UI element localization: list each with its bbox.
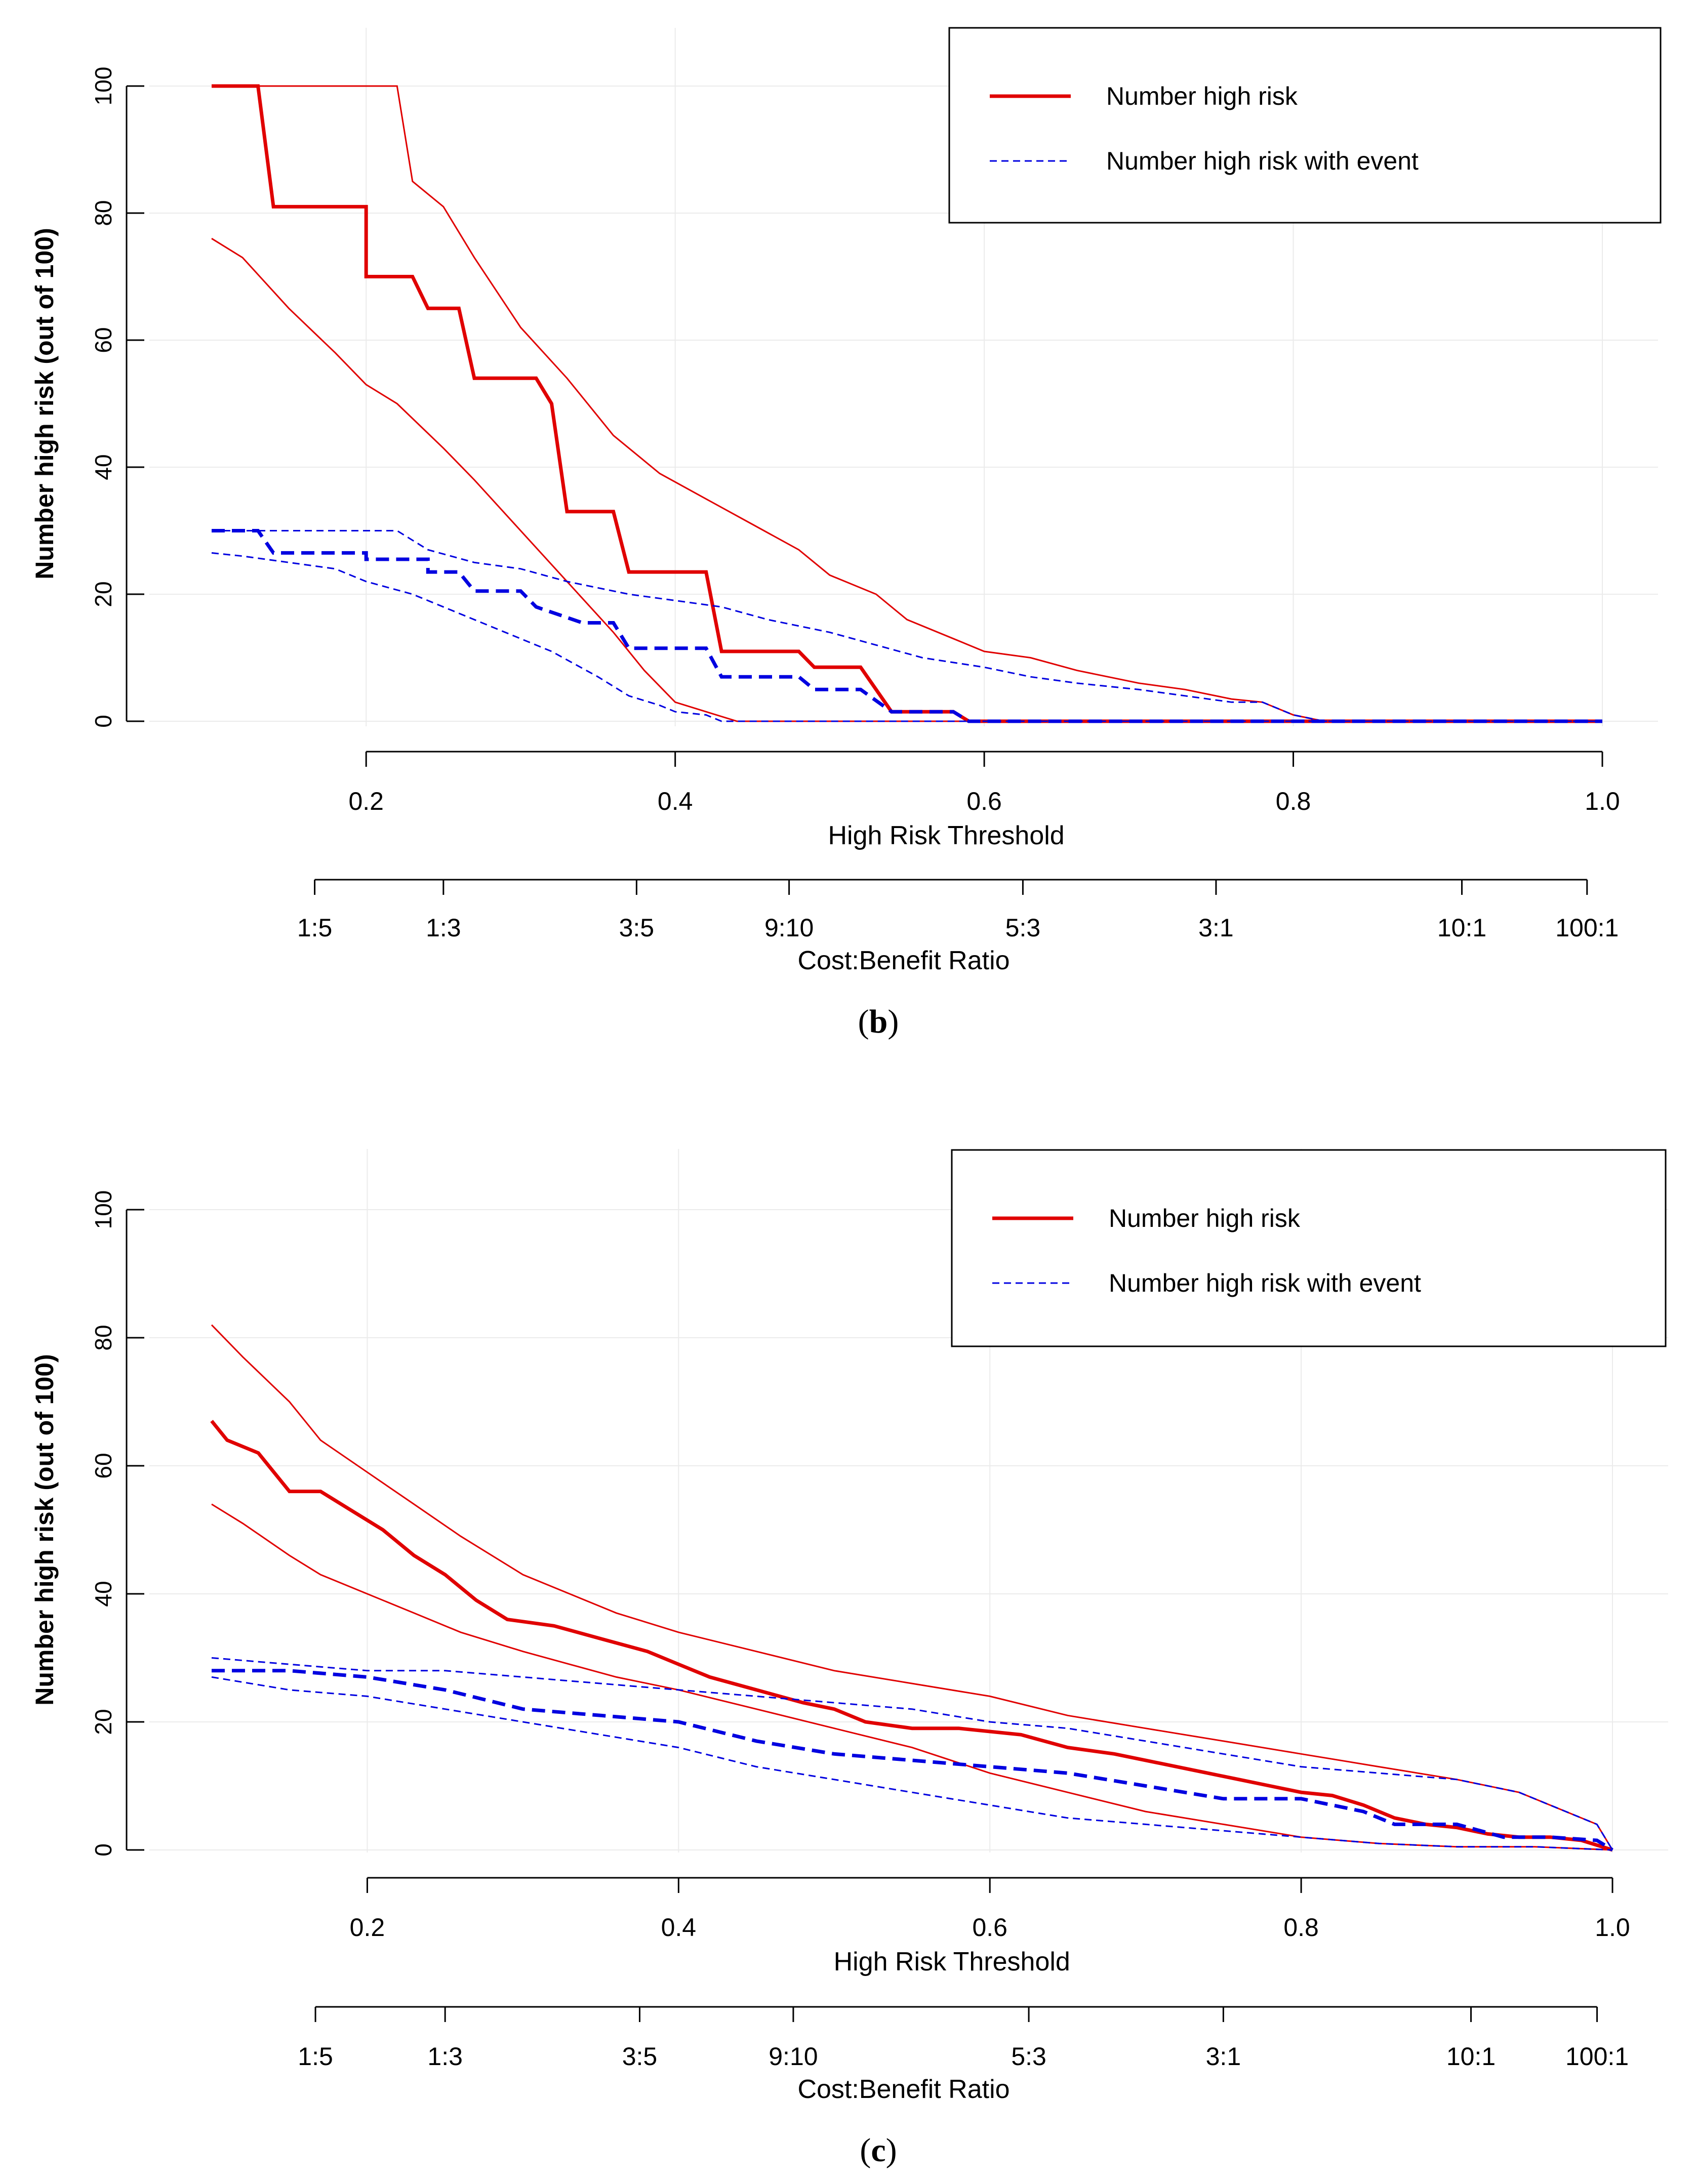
cost-benefit-tick-label: 10:1	[1437, 914, 1486, 942]
series-line-3	[212, 1669, 1613, 1851]
cost-benefit-tick-label: 1:3	[427, 2042, 463, 2071]
series-line-1	[212, 85, 1602, 722]
legend-box	[948, 27, 1662, 224]
y-tick-label: 60	[90, 327, 116, 353]
series-line-2	[211, 237, 1602, 722]
series-line-1	[211, 1324, 1613, 1850]
cost-benefit-tick-label: 5:3	[1005, 914, 1041, 942]
x-tick-label: 0.8	[1283, 1913, 1319, 1942]
series-line-5	[211, 552, 1602, 722]
series-group	[210, 1324, 1613, 1852]
legend-label-1: Number high risk with event	[1106, 147, 1419, 175]
cost-benefit-tick-label: 3:5	[622, 2042, 658, 2071]
y-tick-label: 40	[90, 454, 116, 480]
cost-benefit-axis: 1:5 1:3 3:5 9:10 5:3 3:1 10:1 100:1 Cost:Benefit…	[297, 879, 1619, 975]
cost-benefit-tick-label: 3:1	[1198, 914, 1234, 942]
cost-benefit-tick-label: 9:10	[764, 914, 814, 942]
cost-benefit-axis-title: Cost:Benefit Ratio	[797, 2075, 1009, 2104]
legend-label-1: Number high risk with event	[1109, 1269, 1421, 1297]
series-line-4	[211, 1657, 1613, 1850]
cost-benefit-tick-label: 3:5	[619, 914, 655, 942]
legend: Number high risk Number high risk with ev…	[951, 1149, 1667, 1347]
cost-benefit-tick-label: 10:1	[1446, 2042, 1496, 2071]
cost-benefit-tick-label: 100:1	[1565, 2042, 1629, 2071]
cost-benefit-tick-label: 5:3	[1011, 2042, 1046, 2071]
y-tick-label: 60	[90, 1453, 116, 1478]
cost-benefit-tick-label: 1:5	[298, 2042, 333, 2071]
x-tick-label: 0.2	[350, 1913, 385, 1942]
cost-benefit-tick-label: 3:1	[1206, 2042, 1241, 2071]
y-tick-label: 80	[90, 200, 116, 226]
y-tick-label: 20	[90, 581, 116, 607]
cost-benefit-axis: 1:5 1:3 3:5 9:10 5:3 3:1 10:1 100:1 Cost:Benefit…	[298, 2006, 1629, 2104]
series-line-0	[212, 84, 1602, 723]
x-tick-label: 0.4	[658, 787, 693, 815]
chart-panel-b: 0 20 40 60 80 100 Number high risk (out of 100…	[30, 27, 1662, 1040]
series-line-0	[210, 1420, 1613, 1852]
chart-panel-c: 0 20 40 60 80 100 Number high risk (out of 100…	[30, 1149, 1668, 2169]
x-axis-title: High Risk Threshold	[834, 1947, 1070, 1976]
x-tick-label: 1.0	[1595, 1913, 1630, 1942]
x-tick-label: 0.6	[972, 1913, 1007, 1942]
series-line-4	[212, 530, 1602, 722]
x-tick-label: 0.4	[661, 1913, 697, 1942]
legend: Number high risk Number high risk with ev…	[948, 27, 1662, 224]
legend-box	[951, 1149, 1667, 1347]
x-tick-label: 0.6	[966, 787, 1002, 815]
x-tick-label: 0.8	[1276, 787, 1311, 815]
y-tick-label: 100	[90, 67, 116, 106]
panel-caption: (c)	[860, 2132, 897, 2169]
series-line-5	[211, 1676, 1613, 1851]
series-group	[211, 84, 1602, 723]
y-tick-label: 40	[90, 1581, 116, 1606]
x-axis: 0.2 0.4 0.6 0.8 1.0 High Risk Threshold	[348, 751, 1620, 850]
y-tick-label: 0	[90, 715, 116, 728]
y-axis-title: Number high risk (out of 100)	[30, 1354, 59, 1706]
legend-label-0: Number high risk	[1106, 82, 1298, 110]
y-axis-title: Number high risk (out of 100)	[30, 228, 59, 580]
cost-benefit-axis-title: Cost:Benefit Ratio	[797, 946, 1009, 975]
x-axis: 0.2 0.4 0.6 0.8 1.0 High Risk Threshold	[350, 1877, 1630, 1976]
panel-caption: (b)	[858, 1003, 899, 1040]
cost-benefit-tick-label: 100:1	[1555, 914, 1619, 942]
y-tick-label: 0	[90, 1843, 116, 1857]
x-axis-title: High Risk Threshold	[828, 821, 1064, 850]
x-tick-label: 1.0	[1585, 787, 1620, 815]
series-line-3	[212, 529, 1602, 723]
panel-label: b	[869, 1003, 888, 1040]
x-tick-label: 0.2	[348, 787, 384, 815]
cost-benefit-tick-label: 1:5	[297, 914, 333, 942]
cost-benefit-tick-label: 1:3	[426, 914, 461, 942]
panel-label: c	[871, 2132, 885, 2169]
y-axis: 0 20 40 60 80 100 Number high risk (out of 100…	[30, 67, 144, 728]
y-tick-label: 80	[90, 1325, 116, 1350]
series-line-2	[211, 1503, 1613, 1851]
y-axis: 0 20 40 60 80 100 Number high risk (out of 100…	[30, 1190, 144, 1857]
y-tick-label: 20	[90, 1709, 116, 1735]
y-tick-label: 100	[90, 1190, 116, 1229]
legend-label-0: Number high risk	[1109, 1204, 1301, 1232]
cost-benefit-tick-label: 9:10	[769, 2042, 818, 2071]
